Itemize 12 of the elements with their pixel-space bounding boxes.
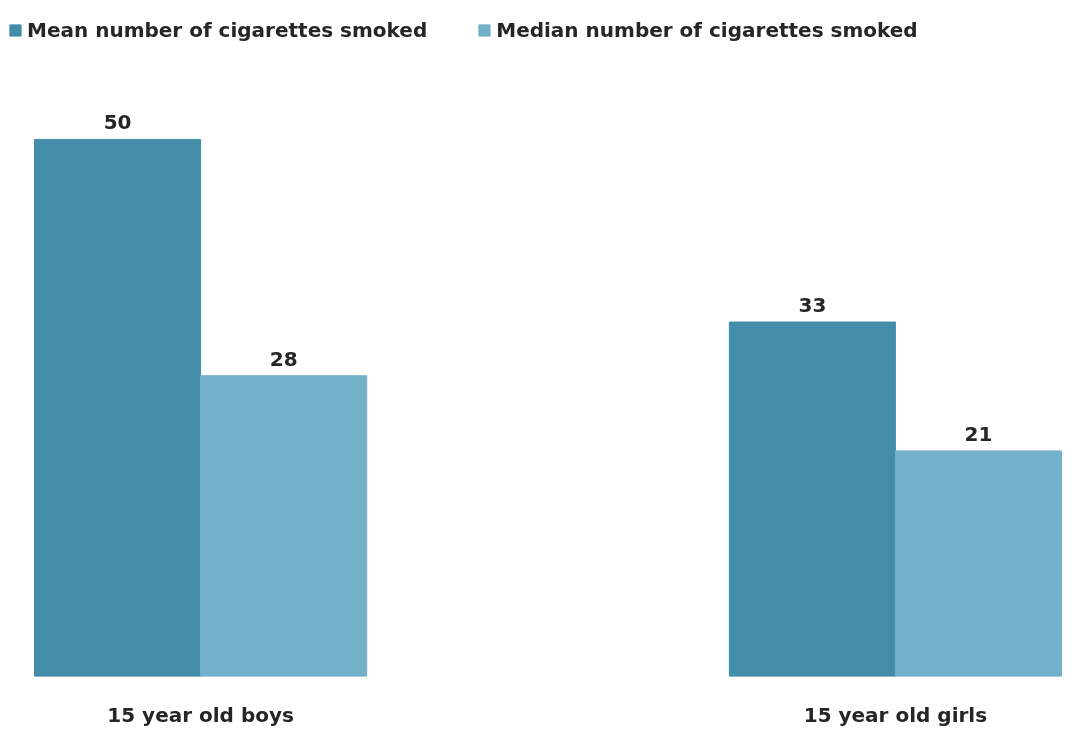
x-tick-label: 15 year old boys xyxy=(107,702,294,727)
bar xyxy=(200,375,368,677)
legend-label: Mean number of cigarettes smoked xyxy=(27,18,428,42)
data-label: 33 xyxy=(798,293,827,318)
data-label: 28 xyxy=(269,346,298,371)
data-label: 21 xyxy=(964,421,993,446)
bar xyxy=(34,138,202,677)
bar xyxy=(894,450,1062,677)
x-tick-label: 15 year old girls xyxy=(803,702,988,727)
bar xyxy=(728,321,896,677)
legend-label: Median number of cigarettes smoked xyxy=(496,18,918,42)
data-label: 50 xyxy=(103,110,132,135)
